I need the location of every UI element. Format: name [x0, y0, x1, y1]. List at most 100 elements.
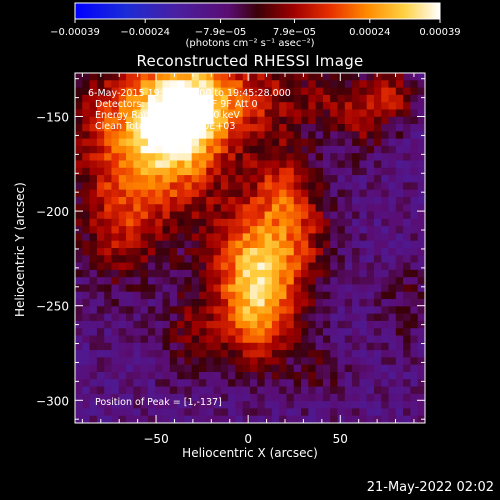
- heatmap-cell: [344, 94, 353, 103]
- heatmap-cell: [213, 277, 222, 285]
- heatmap-cell: [308, 277, 317, 285]
- heatmap-cell: [330, 342, 338, 351]
- heatmap-cell: [344, 371, 353, 380]
- heatmap-cell: [133, 320, 142, 329]
- heatmap-cell: [293, 350, 302, 358]
- heatmap-cell: [337, 116, 346, 125]
- heatmap-cell: [352, 124, 360, 132]
- heatmap-cell: [344, 335, 353, 344]
- heatmap-cell: [126, 175, 134, 183]
- heatmap-cell: [177, 320, 185, 329]
- heatmap-cell: [366, 109, 375, 118]
- heatmap-cell: [359, 196, 368, 205]
- heatmap-cell: [89, 277, 98, 285]
- heatmap-cell: [104, 182, 112, 191]
- heatmap-cell: [279, 226, 287, 234]
- heatmap-cell: [155, 218, 163, 227]
- heatmap-cell: [191, 175, 200, 183]
- heatmap-cell: [140, 320, 149, 329]
- annotation-clean-counts: Clean Total counts: 8.00E+03: [95, 121, 236, 132]
- heatmap-cell: [169, 262, 178, 271]
- heatmap-cell: [96, 371, 105, 380]
- heatmap-cell: [352, 87, 360, 96]
- y-tick-label: −150: [36, 111, 69, 125]
- heatmap-cell: [417, 153, 425, 161]
- heatmap-cell: [344, 328, 353, 336]
- heatmap-cell: [191, 357, 200, 366]
- heatmap-cell: [89, 124, 98, 132]
- heatmap-cell: [388, 350, 397, 358]
- heatmap-cell: [286, 284, 295, 293]
- heatmap-cell: [395, 211, 404, 220]
- heatmap-cell: [162, 364, 171, 373]
- heatmap-cell: [366, 364, 375, 373]
- heatmap-cell: [111, 269, 120, 278]
- heatmap-cell: [118, 240, 127, 249]
- heatmap-cell: [286, 379, 295, 387]
- heatmap-cell: [395, 167, 404, 176]
- heatmap-cell: [75, 153, 83, 161]
- heatmap-cell: [235, 233, 244, 242]
- heatmap-cell: [111, 386, 120, 395]
- heatmap-cell: [213, 204, 222, 212]
- heatmap-cell: [140, 371, 149, 380]
- heatmap-cell: [395, 240, 404, 249]
- heatmap-cell: [359, 124, 368, 132]
- heatmap-cell: [82, 131, 90, 140]
- heatmap-cell: [308, 328, 317, 336]
- heatmap-cell: [184, 408, 193, 417]
- heatmap-cell: [366, 175, 375, 183]
- heatmap-cell: [228, 204, 236, 212]
- heatmap-cell: [271, 291, 280, 300]
- heatmap-cell: [118, 357, 127, 366]
- heatmap-cell: [206, 371, 214, 380]
- heatmap-cell: [373, 145, 382, 154]
- heatmap-cell: [286, 277, 295, 285]
- heatmap-cell: [264, 415, 273, 423]
- heatmap-cell: [417, 364, 425, 373]
- heatmap-cell: [403, 204, 411, 212]
- heatmap-cell: [184, 269, 193, 278]
- heatmap-cell: [395, 371, 404, 380]
- heatmap-cell: [111, 393, 120, 402]
- heatmap-cell: [337, 124, 346, 132]
- plot-frame: [74, 72, 426, 424]
- heatmap-cell: [82, 116, 90, 125]
- heatmap-cell: [220, 182, 229, 191]
- heatmap-cell: [82, 371, 90, 380]
- heatmap-cell: [352, 342, 360, 351]
- heatmap-cell: [177, 342, 185, 351]
- heatmap-cell: [359, 364, 368, 373]
- heatmap-cell: [133, 80, 142, 88]
- heatmap-cell: [75, 218, 83, 227]
- heatmap-cell: [155, 226, 163, 234]
- heatmap-cell: [257, 116, 265, 125]
- heatmap-cell: [118, 386, 127, 395]
- heatmap-cell: [337, 167, 346, 176]
- heatmap-cell: [373, 255, 382, 263]
- heatmap-cell: [250, 131, 258, 140]
- heatmap-cell: [315, 269, 324, 278]
- heatmap-cell: [417, 189, 425, 198]
- x-tick-label: 50: [333, 432, 348, 446]
- heatmap-cell: [381, 73, 389, 81]
- heatmap-cell: [104, 233, 112, 242]
- heatmap-cell: [242, 175, 251, 183]
- heatmap-cell: [344, 80, 353, 88]
- heatmap-cell: [118, 284, 127, 293]
- heatmap-cell: [286, 73, 295, 81]
- heatmap-cell: [140, 94, 149, 103]
- heatmap-cell: [104, 160, 112, 169]
- heatmap-cell: [352, 284, 360, 293]
- heatmap-cell: [344, 299, 353, 307]
- heatmap-cell: [293, 401, 302, 409]
- heatmap-cell: [257, 240, 265, 249]
- heatmap-cell: [395, 153, 404, 161]
- heatmap-cell: [206, 408, 214, 417]
- heatmap-cell: [330, 328, 338, 336]
- heatmap-cell: [417, 87, 425, 96]
- heatmap-cell: [352, 138, 360, 147]
- heatmap-cell: [235, 102, 244, 110]
- heatmap-cell: [381, 371, 389, 380]
- heatmap-cell: [104, 167, 112, 176]
